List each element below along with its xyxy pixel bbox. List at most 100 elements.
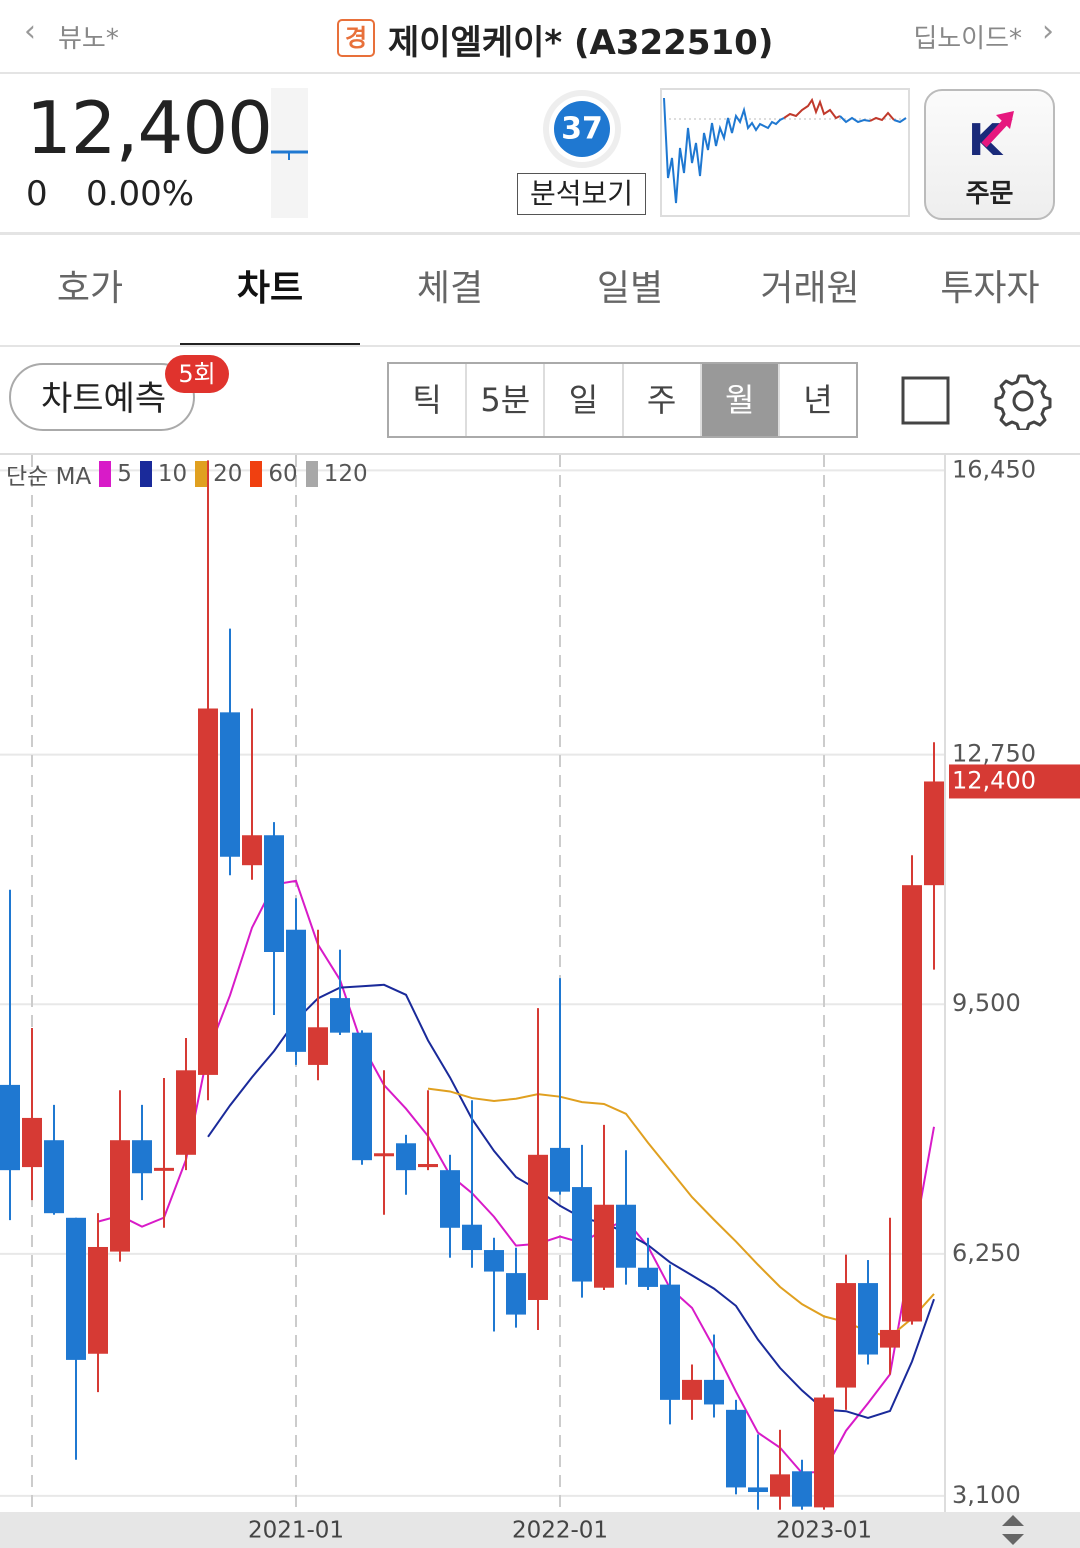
- candle-body: [396, 1143, 416, 1171]
- tab[interactable]: 투자자: [940, 268, 1040, 309]
- candle-body: [924, 781, 944, 886]
- ma-line: [207, 983, 935, 1420]
- candle-body: [264, 835, 284, 953]
- period-button[interactable]: 년: [803, 381, 833, 419]
- period-button[interactable]: 5분: [467, 364, 546, 436]
- y-tick-label: 12,750: [952, 740, 1036, 768]
- next-stock[interactable]: 딥노이드*: [913, 24, 1022, 54]
- back-chevron[interactable]: ‹: [24, 14, 36, 49]
- candle-body: [726, 1409, 746, 1488]
- legend-title: 단순 MA: [6, 464, 92, 490]
- candle-body: [506, 1273, 526, 1315]
- tab[interactable]: 거래원: [760, 268, 860, 309]
- scroll-handle[interactable]: [998, 1512, 1028, 1548]
- predict-button[interactable]: 차트예측: [9, 363, 195, 431]
- order-logo: K: [968, 111, 1014, 165]
- candle-body: [22, 1117, 42, 1168]
- candle-body: [176, 1070, 196, 1155]
- candle-body: [770, 1474, 790, 1497]
- header: ‹ 뷰노* 경 제이엘케이* (A322510) 딥노이드* ›: [0, 0, 1080, 74]
- candle-body: [352, 1032, 372, 1161]
- legend-label: 5: [117, 461, 132, 487]
- period-selector: 틱 5분 일 주 월 년: [387, 362, 858, 438]
- legend-swatch: [99, 461, 112, 487]
- tab[interactable]: 체결: [416, 268, 484, 309]
- candle-body: [902, 885, 922, 1322]
- score-badge[interactable]: 37: [540, 88, 624, 172]
- candle-body: [198, 708, 218, 1075]
- sparkline-mid: [783, 97, 841, 120]
- sparkline: [660, 88, 910, 217]
- candle-body: [220, 712, 240, 857]
- period-button[interactable]: 일: [545, 364, 624, 436]
- fullscreen-button[interactable]: [900, 375, 952, 427]
- ma-line: [97, 879, 935, 1475]
- candle-body: [154, 1167, 174, 1171]
- up-arrow: [1002, 1515, 1024, 1526]
- y-tick-label: 3,100: [952, 1481, 1021, 1509]
- candle-body: [132, 1140, 152, 1174]
- candle-body: [440, 1170, 460, 1228]
- candle-body: [484, 1250, 504, 1272]
- x-tick-label: 2021-01: [248, 1518, 344, 1544]
- legend-swatch: [250, 461, 263, 487]
- sparkline-late2: [869, 111, 895, 122]
- divider: [0, 345, 1080, 347]
- last-price-label: 12,400: [952, 766, 1036, 794]
- score: 37: [561, 112, 603, 147]
- settings-button[interactable]: [994, 372, 1052, 430]
- order-button[interactable]: K 주문: [924, 89, 1055, 220]
- candle-body: [638, 1267, 658, 1287]
- x-axis-strip: [0, 1512, 1080, 1548]
- y-tick-label: 16,450: [952, 455, 1036, 483]
- ma-legend: 단순 MA 5 10 20 60 120: [6, 457, 368, 491]
- period-button[interactable]: 월: [701, 364, 780, 436]
- candle-body: [44, 1140, 64, 1214]
- legend-label: 20: [213, 461, 243, 487]
- sparkline-early: [663, 97, 785, 204]
- chart: 16,450 12,750 9,500 6,250 3,100 2021-01 2022-0…: [0, 453, 1080, 1548]
- score-circle: [554, 101, 610, 157]
- next-chevron[interactable]: ›: [1042, 14, 1054, 49]
- x-tick-label: 2023-01: [776, 1518, 872, 1544]
- predict-badge: 5회: [165, 355, 229, 393]
- candle-body: [880, 1329, 900, 1348]
- candle-body: [858, 1283, 878, 1355]
- candle-body: [682, 1379, 702, 1400]
- candle-body: [110, 1140, 130, 1252]
- legend-swatch: [139, 461, 152, 487]
- tab[interactable]: 차트: [236, 268, 304, 309]
- legend-label: 60: [268, 461, 298, 487]
- candle-body: [374, 1153, 394, 1157]
- candle-body: [748, 1487, 768, 1493]
- price-range-bar: [271, 88, 308, 218]
- gear-hub: [1012, 390, 1034, 412]
- analysis-button[interactable]: 분석보기: [517, 173, 646, 215]
- candle-body: [528, 1154, 548, 1300]
- candle-body: [330, 998, 350, 1033]
- change-rate: 0.00%: [86, 174, 195, 214]
- candle-body: [88, 1246, 108, 1354]
- tab[interactable]: 일별: [596, 268, 664, 309]
- candle-body: [0, 1084, 20, 1171]
- prev-stock[interactable]: 뷰노*: [58, 24, 119, 54]
- candle-body: [418, 1164, 438, 1168]
- legend-label: 120: [323, 461, 368, 487]
- x-tick-label: 2022-01: [512, 1518, 608, 1544]
- period-button[interactable]: 주: [624, 364, 702, 436]
- legend-swatch: [195, 461, 208, 487]
- period-button[interactable]: 틱: [389, 364, 468, 436]
- sparkline-late: [839, 115, 871, 124]
- candle-body: [792, 1471, 812, 1507]
- warning-badge: 경: [337, 19, 375, 57]
- y-tick-label: 9,500: [952, 989, 1021, 1017]
- tab[interactable]: 호가: [56, 268, 124, 309]
- score-ring: [543, 90, 621, 168]
- candle-body: [572, 1187, 592, 1282]
- logo-arrowhead: [996, 111, 1014, 129]
- candle-body: [836, 1283, 856, 1388]
- order-label: 주문: [965, 179, 1014, 209]
- price: 12,400: [26, 86, 273, 170]
